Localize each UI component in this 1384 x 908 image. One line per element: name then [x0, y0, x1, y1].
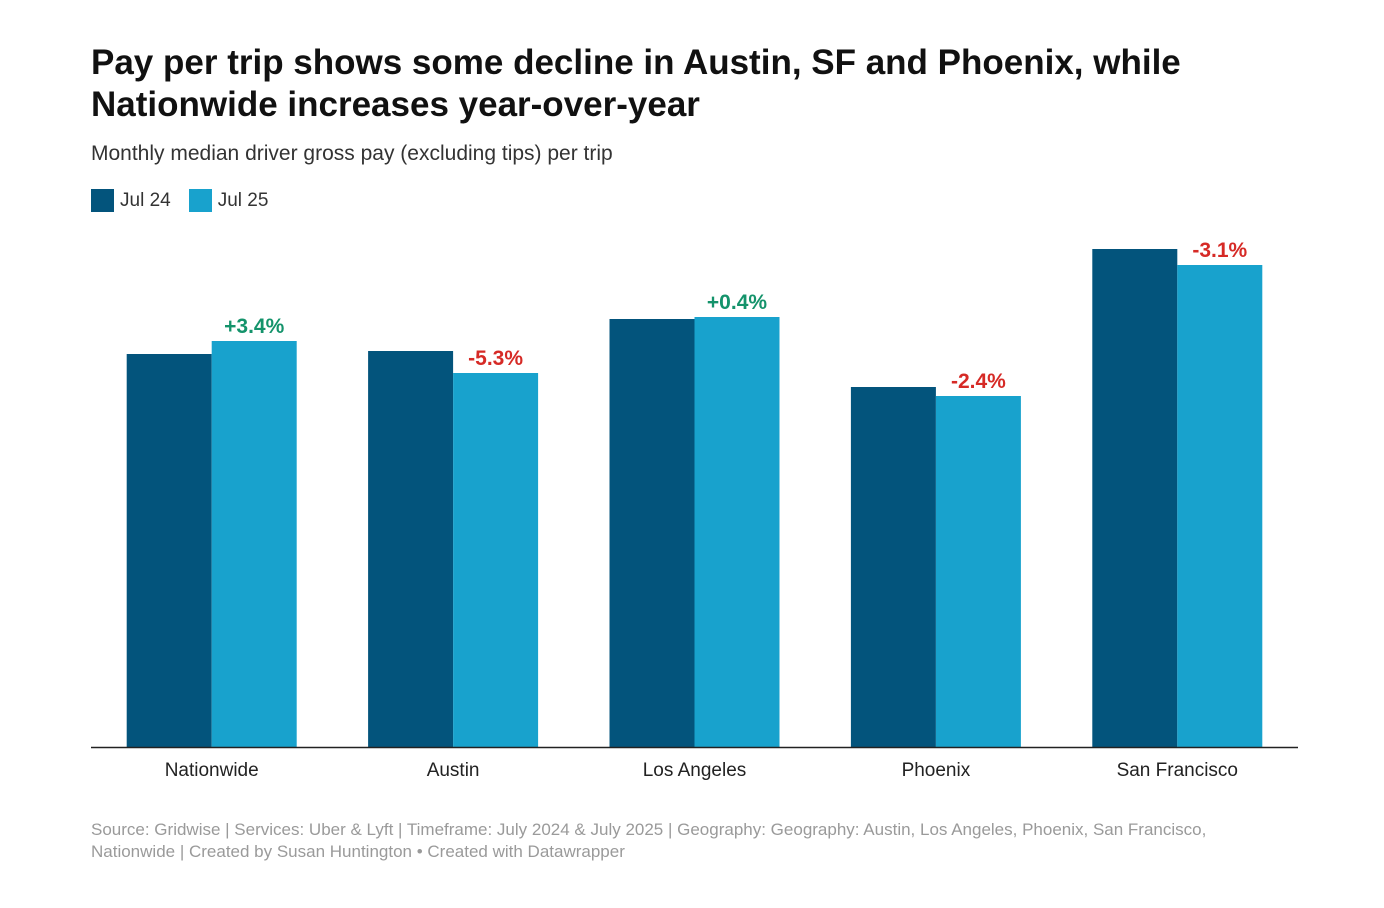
bar-jul25: [935, 396, 1021, 747]
bar-jul24: [126, 354, 212, 747]
source-note: Source: Gridwise | Services: Uber & Lyft…: [91, 820, 1207, 861]
x-tick-label: Austin: [427, 760, 480, 781]
change-label: -3.1%: [1192, 239, 1247, 262]
legend-swatch-jul24: [91, 189, 114, 212]
bar-jul25: [453, 373, 539, 747]
x-tick-label: Phoenix: [902, 760, 971, 781]
x-tick-label: Los Angeles: [643, 760, 747, 781]
legend-item-jul25: Jul 25: [188, 189, 269, 212]
x-tick-label: Nationwide: [165, 760, 259, 781]
legend: Jul 24 Jul 25: [91, 189, 268, 212]
legend-label-jul24: Jul 24: [120, 189, 171, 211]
chart-subtitle: Monthly median driver gross pay (excludi…: [91, 142, 613, 165]
chart-title: Pay per trip shows some decline in Austi…: [91, 43, 1181, 124]
legend-label-jul25: Jul 25: [217, 189, 269, 211]
change-label: -5.3%: [468, 347, 523, 370]
bar-jul25: [1177, 265, 1263, 747]
bar-jul24: [850, 387, 936, 747]
change-label: +3.4%: [224, 315, 284, 338]
bar-jul24: [368, 351, 454, 747]
bar-jul25: [694, 317, 780, 747]
x-tick-label: San Francisco: [1117, 760, 1238, 781]
bar-jul24: [609, 319, 695, 747]
bar-jul25: [211, 341, 297, 747]
bar-jul24: [1092, 249, 1178, 747]
legend-swatch-jul25: [188, 189, 212, 212]
legend-item-jul24: Jul 24: [91, 189, 171, 212]
change-label: -2.4%: [951, 370, 1006, 393]
change-label: +0.4%: [707, 291, 767, 314]
